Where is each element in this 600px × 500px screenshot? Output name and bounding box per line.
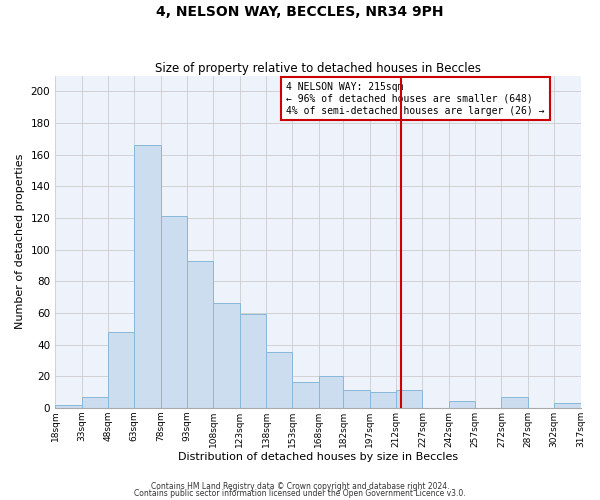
Bar: [554, 403, 581, 408]
Y-axis label: Number of detached properties: Number of detached properties: [15, 154, 25, 330]
Text: 4 NELSON WAY: 215sqm
← 96% of detached houses are smaller (648)
4% of semi-detac: 4 NELSON WAY: 215sqm ← 96% of detached h…: [286, 82, 545, 116]
Bar: [239, 314, 266, 408]
Bar: [396, 390, 422, 408]
Bar: [134, 146, 161, 408]
Bar: [213, 304, 239, 408]
Bar: [343, 390, 370, 408]
Bar: [319, 376, 343, 408]
Bar: [502, 396, 528, 408]
Title: Size of property relative to detached houses in Beccles: Size of property relative to detached ho…: [155, 62, 481, 74]
Bar: [266, 352, 292, 408]
Text: Contains public sector information licensed under the Open Government Licence v3: Contains public sector information licen…: [134, 490, 466, 498]
Text: 4, NELSON WAY, BECCLES, NR34 9PH: 4, NELSON WAY, BECCLES, NR34 9PH: [156, 5, 444, 19]
Bar: [108, 332, 134, 408]
Bar: [161, 216, 187, 408]
Bar: [82, 396, 108, 408]
X-axis label: Distribution of detached houses by size in Beccles: Distribution of detached houses by size …: [178, 452, 458, 462]
Bar: [292, 382, 319, 408]
Text: Contains HM Land Registry data © Crown copyright and database right 2024.: Contains HM Land Registry data © Crown c…: [151, 482, 449, 491]
Bar: [449, 402, 475, 408]
Bar: [187, 260, 213, 408]
Bar: [55, 404, 82, 408]
Bar: [370, 392, 396, 408]
